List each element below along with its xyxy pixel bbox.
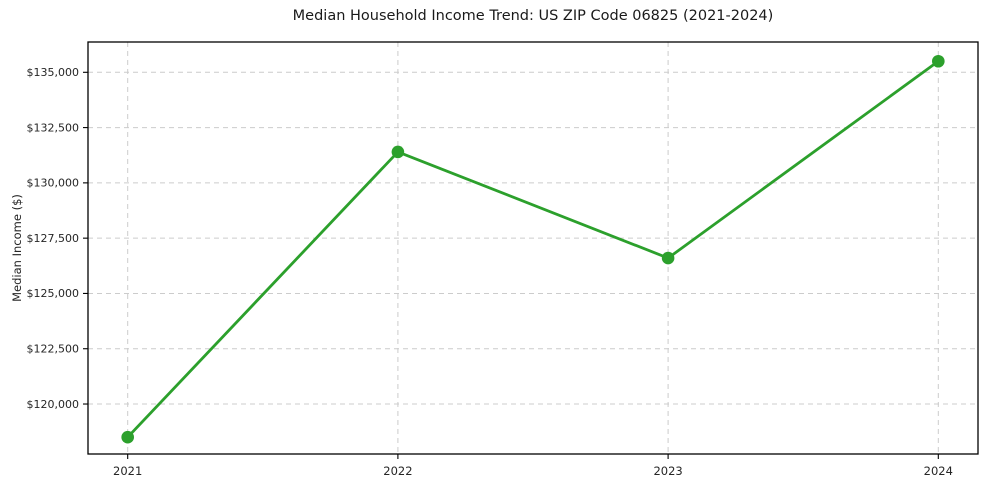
plot-border <box>87 41 979 455</box>
y-tick-label: $132,500 <box>27 121 80 134</box>
data-point <box>661 251 675 265</box>
x-tick-label: 2022 <box>383 464 412 478</box>
y-tick-label: $120,000 <box>27 398 80 411</box>
data-point <box>121 430 134 444</box>
x-tick-label: 2024 <box>924 464 953 478</box>
y-tick-label: $135,000 <box>27 66 80 79</box>
x-tick-label: 2023 <box>653 464 682 478</box>
y-tick-label: $130,000 <box>27 177 80 190</box>
data-point <box>391 145 405 159</box>
chart-title: Median Household Income Trend: US ZIP Co… <box>292 8 774 24</box>
y-tick-label: $125,000 <box>27 287 80 300</box>
data-point <box>932 54 945 68</box>
y-tick-label: $122,500 <box>27 343 80 356</box>
x-tick-label: 2021 <box>113 464 142 478</box>
y-tick-label: $127,500 <box>27 232 80 245</box>
data-line <box>126 59 940 439</box>
